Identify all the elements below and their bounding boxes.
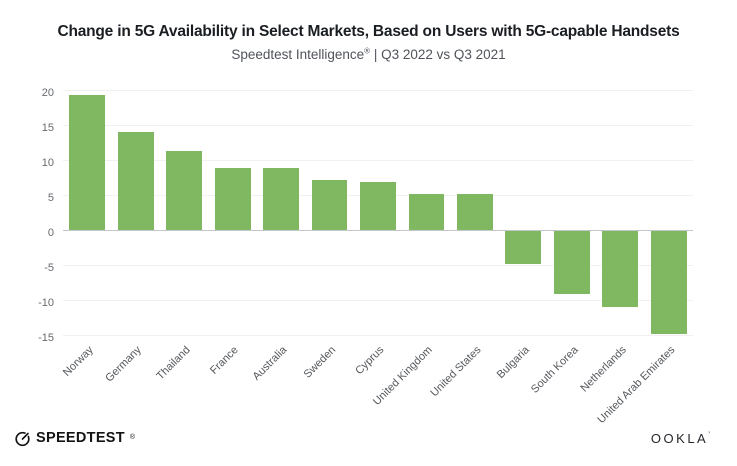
subtitle-brand: Speedtest Intelligence [231,47,365,62]
x-axis-label-netherlands: Netherlands [578,344,629,395]
x-axis-label-united-states: United States [428,344,484,400]
bar-australia [263,168,299,230]
y-axis-tick-15: 15 [41,121,54,134]
gridline-20 [63,89,693,91]
x-axis-label-thailand: Thailand [154,344,193,383]
gridline--10 [63,300,693,302]
gridline-15 [63,124,693,126]
bar-norway [69,94,106,230]
x-axis-label-south-korea: South Korea [528,344,581,396]
speedtest-gauge-icon [15,431,30,446]
bar-united-arab-emirates [650,229,687,334]
gridline--5 [63,265,693,266]
y-axis-tick-10: 10 [41,156,54,169]
x-axis-label-sweden: Sweden [301,344,339,381]
bar-united-kingdom [408,194,445,230]
speedtest-wordmark: SPEEDTEST [36,430,125,446]
x-axis-label-france: France [208,344,242,377]
speedtest-logo: SPEEDTEST ® [14,430,135,447]
ookla-trademark-tick: ’ [708,430,710,440]
bar-south-korea [553,229,590,295]
y-axis-tick-5: 5 [47,191,54,204]
x-axis-label-germany: Germany [103,344,145,385]
bar-germany [117,131,154,230]
bar-france [214,167,251,230]
x-axis-label-bulgaria: Bulgaria [494,344,532,382]
chart-subtitle: Speedtest Intelligence® | Q3 2022 vs Q3 … [0,47,737,62]
bar-thailand [166,150,203,230]
zero-baseline [63,229,693,231]
bar-cyprus [360,181,396,230]
x-axis-labels: Norway Germany Thailand France Australia Swed… [60,344,693,426]
x-axis-label-norway: Norway [60,344,96,379]
bar-united-states [456,194,493,230]
y-axis-tick-20: 20 [41,86,54,99]
subtitle-period: | Q3 2022 vs Q3 2021 [370,47,506,62]
header: Change in 5G Availability in Select Mark… [0,23,737,41]
gridline--15 [63,335,693,337]
x-axis-label-australia: Australia [250,344,290,383]
y-axis-tick--15: -15 [38,332,54,345]
ookla-wordmark: OOKLA [650,430,709,446]
gridline-10 [63,159,693,161]
bar-bulgaria [505,229,542,265]
footer: SPEEDTEST ® OOKLA’ [14,426,710,450]
bar-chart-plot-area: 20 15 10 5 0 -5 -10 -15 [38,87,693,344]
bar-netherlands [602,229,639,308]
x-axis-label-cyprus: Cyprus [353,344,387,378]
chart-title: Change in 5G Availability in Select Mark… [57,23,680,40]
y-axis-tick-0: 0 [47,226,54,239]
ookla-logo: OOKLA’ [651,431,710,446]
y-axis-tick--5: -5 [44,262,54,274]
y-axis-tick--10: -10 [38,297,54,310]
bar-sweden [311,180,348,230]
registered-mark: ® [364,46,371,56]
